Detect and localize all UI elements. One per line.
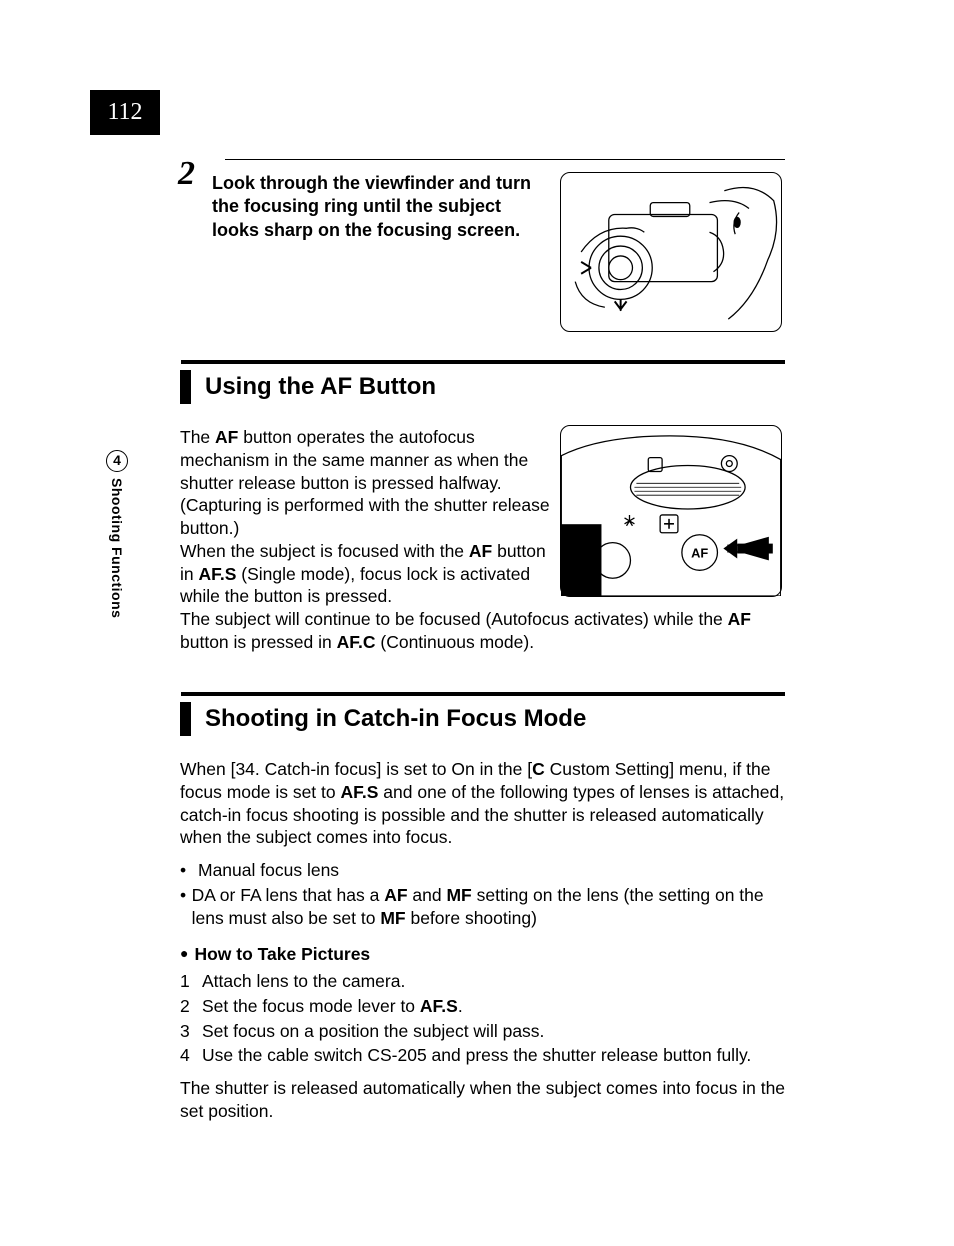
s1-p2a: When the subject is focused with the <box>180 541 469 561</box>
section1-title-post: Button <box>352 373 436 400</box>
b0: Manual focus lens <box>198 860 339 880</box>
top-rule <box>225 159 785 160</box>
howto-heading-text: How to Take Pictures <box>194 944 370 964</box>
howto-steps: 1Attach lens to the camera. 2Set the foc… <box>180 970 786 1067</box>
chapter-sidebar: 4 Shooting Functions <box>97 450 137 618</box>
s1-af3: AF <box>728 609 751 629</box>
chapter-number: 4 <box>106 450 128 472</box>
s1-af1: AF <box>215 427 238 447</box>
s1-af2: AF <box>469 541 492 561</box>
s1-afs: AF.S <box>198 564 236 584</box>
s1-p3b: button is pressed in <box>180 632 337 652</box>
s1-p3c: (Continuous mode). <box>376 632 535 652</box>
section-heading-catchin: Shooting in Catch-in Focus Mode <box>180 692 785 736</box>
section2-body: When [34. Catch-in focus] is set to On i… <box>180 758 786 1123</box>
b1af: AF <box>384 885 407 905</box>
b1mf2: MF <box>380 908 405 928</box>
st3: Use the cable switch CS-205 and press th… <box>202 1045 751 1065</box>
howto-step: 1Attach lens to the camera. <box>180 970 786 993</box>
b1post2: before shooting) <box>406 908 537 928</box>
howto-step: 2Set the focus mode lever to AF.S. <box>180 995 786 1018</box>
st0: Attach lens to the camera. <box>202 971 405 991</box>
s1-p1a: The <box>180 427 215 447</box>
s2-afs: AF.S <box>341 782 379 802</box>
b1mid: and <box>408 885 447 905</box>
st-n: 4 <box>180 1044 202 1067</box>
viewfinder-illustration <box>560 172 782 332</box>
after-text: The shutter is released automatically wh… <box>180 1077 786 1123</box>
st1b: AF.S <box>420 996 458 1016</box>
s2-c: C <box>532 759 545 779</box>
af-glyph: AF <box>320 373 352 400</box>
bullet-item: • DA or FA lens that has a AF and MF set… <box>180 884 786 930</box>
howto-step: 3Set focus on a position the subject wil… <box>180 1020 786 1043</box>
st-n: 3 <box>180 1020 202 1043</box>
section2-title: Shooting in Catch-in Focus Mode <box>205 705 586 733</box>
s1-p3a: The subject will continue to be focused … <box>180 609 728 629</box>
b1a: DA or FA lens that has a <box>192 885 385 905</box>
page-number-tab: 112 <box>90 90 160 135</box>
chapter-label: Shooting Functions <box>109 478 125 618</box>
st1c: . <box>458 996 463 1016</box>
bullet-list: • Manual focus lens • DA or FA lens that… <box>180 859 786 929</box>
st1a: Set the focus mode lever to <box>202 996 420 1016</box>
af-button-label: AF <box>691 545 708 560</box>
section-heading-af-button: Using the AF Button <box>180 360 785 404</box>
step-number: 2 <box>178 155 195 193</box>
af-button-illustration: AF <box>560 425 782 597</box>
step-instruction: Look through the viewfinder and turn the… <box>212 172 542 242</box>
s1-afc: AF.C <box>337 632 376 652</box>
section1-title-pre: Using the <box>205 373 320 400</box>
s2-p1a: When [34. Catch-in focus] is set to On i… <box>180 759 532 779</box>
howto-heading: ●How to Take Pictures <box>180 943 786 966</box>
b1mf: MF <box>446 885 471 905</box>
howto-step: 4Use the cable switch CS-205 and press t… <box>180 1044 786 1067</box>
st-n: 2 <box>180 995 202 1018</box>
bullet-item: • Manual focus lens <box>180 859 786 882</box>
st-n: 1 <box>180 970 202 993</box>
st2: Set focus on a position the subject will… <box>202 1021 544 1041</box>
